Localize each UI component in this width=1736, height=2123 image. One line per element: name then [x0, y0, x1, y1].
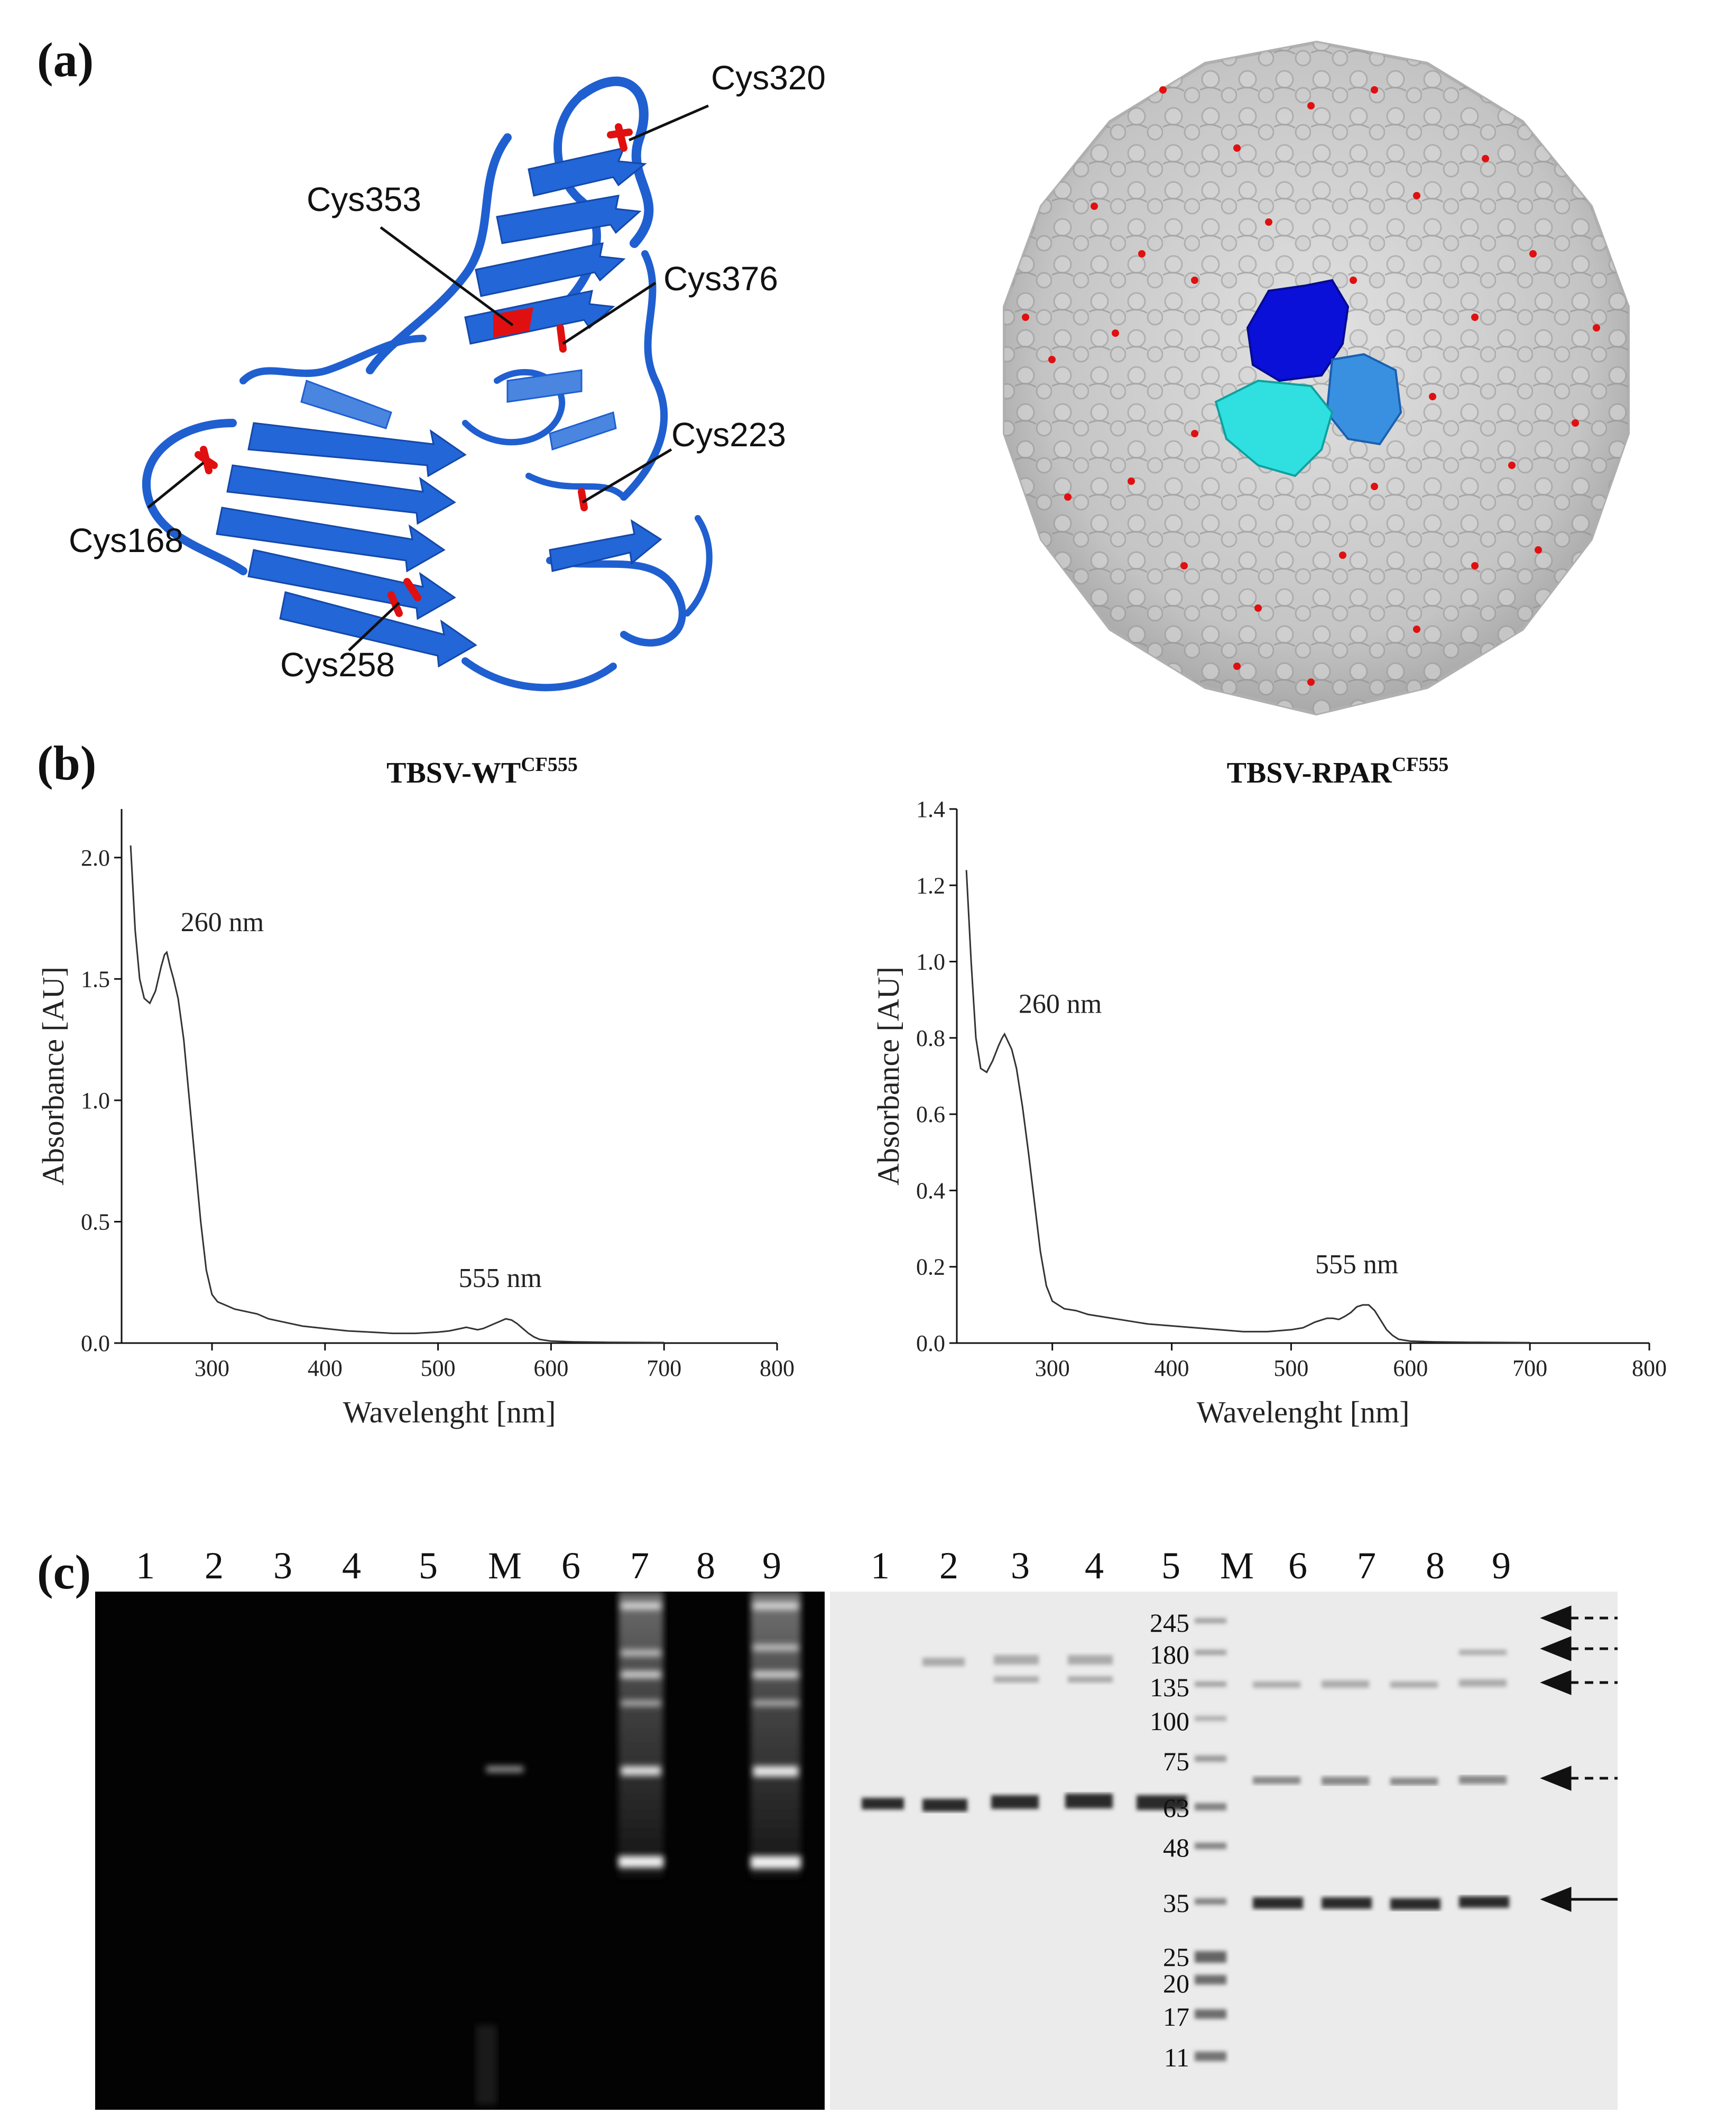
- x-tick-label: 800: [1632, 1355, 1667, 1381]
- right-lane-8: 8: [1426, 1545, 1445, 1587]
- right-lane-9: 9: [1492, 1545, 1511, 1587]
- y-tick-label: 1.2: [916, 872, 945, 898]
- panel-label-b: (b): [37, 736, 97, 790]
- left-lane-1: 1: [136, 1545, 155, 1587]
- panel-label-c: (c): [37, 1545, 91, 1599]
- chart-title: TBSV-RPARCF555: [1227, 753, 1449, 789]
- left-lane-6: 6: [561, 1545, 580, 1587]
- capsid-surface-model: [1003, 40, 1630, 716]
- panel-label-a: (a): [37, 33, 94, 87]
- y-tick-label: 2.0: [81, 845, 110, 871]
- x-axis-label: Wavelenght [nm]: [1197, 1395, 1410, 1429]
- x-tick-label: 500: [421, 1355, 456, 1381]
- annotation-260nm: 260 nm: [181, 907, 264, 938]
- fluorescence-gel-bands: [476, 1592, 801, 2104]
- cys168-label: Cys168: [69, 521, 183, 559]
- left-lane-4: 4: [342, 1545, 361, 1587]
- spectrum-line: [965, 870, 1530, 1344]
- x-tick-label: 400: [308, 1355, 343, 1381]
- left-lane-3: 3: [273, 1545, 292, 1587]
- left-lane-M: M: [487, 1545, 522, 1587]
- absorbance-chart-wt: 300 400 500 600 700 800 0.0 0.5 1.0 1.5 2.0 TBSV-WT…: [36, 753, 795, 1429]
- mw-20: 20: [1163, 1969, 1189, 1998]
- mw-35: 35: [1163, 1888, 1189, 1918]
- mw-75: 75: [1163, 1747, 1189, 1776]
- annotation-555nm: 555 nm: [1315, 1249, 1398, 1280]
- right-lane-6: 6: [1288, 1545, 1307, 1587]
- x-tick-label: 300: [195, 1355, 229, 1381]
- cys258-label: Cys258: [280, 646, 395, 684]
- mw-100: 100: [1150, 1706, 1189, 1736]
- y-tick-label: 0.6: [916, 1101, 945, 1127]
- cys223-label: Cys223: [671, 416, 786, 454]
- mw-245: 245: [1150, 1608, 1189, 1638]
- left-lane-5: 5: [419, 1545, 438, 1587]
- coomassie-gel: [830, 1592, 1665, 2110]
- y-axis-label: Absorbance [AU]: [871, 967, 906, 1185]
- x-axis-label: Wavelenght [nm]: [343, 1395, 556, 1429]
- right-lane-3: 3: [1011, 1545, 1030, 1587]
- right-lane-2: 2: [939, 1545, 958, 1587]
- right-lane-1: 1: [871, 1545, 890, 1587]
- y-tick-label: 1.0: [916, 949, 945, 975]
- mw-63: 63: [1163, 1793, 1189, 1823]
- x-tick-label: 400: [1155, 1355, 1189, 1381]
- spectrum-line: [130, 845, 664, 1344]
- y-tick-label: 0.5: [81, 1209, 110, 1235]
- right-lane-M: M: [1220, 1545, 1254, 1587]
- left-lane-9: 9: [762, 1545, 781, 1587]
- absorbance-chart-rpar: 300 400 500 600 700 800 0.0 0.2 0.4 0.6 0.8 1.0 1.2 1…: [871, 753, 1667, 1429]
- x-tick-label: 700: [1512, 1355, 1547, 1381]
- annotation-555nm: 555 nm: [458, 1263, 541, 1293]
- mw-25: 25: [1163, 1942, 1189, 1972]
- y-tick-label: 1.4: [916, 796, 945, 822]
- mw-17: 17: [1163, 2002, 1189, 2032]
- y-axis-label: Absorbance [AU]: [36, 967, 70, 1185]
- right-lane-5: 5: [1161, 1545, 1180, 1587]
- y-tick-label: 0.4: [916, 1178, 945, 1203]
- mw-11: 11: [1164, 2043, 1189, 2072]
- right-lane-7: 7: [1357, 1545, 1376, 1587]
- left-lane-7: 7: [630, 1545, 649, 1587]
- mw-135: 135: [1150, 1672, 1189, 1702]
- y-tick-label: 0.8: [916, 1025, 945, 1051]
- mw-48: 48: [1163, 1833, 1189, 1862]
- right-lane-4: 4: [1085, 1545, 1104, 1587]
- x-tick-label: 600: [533, 1355, 568, 1381]
- y-tick-label: 1.0: [81, 1088, 110, 1114]
- y-tick-label: 1.5: [81, 966, 110, 992]
- x-tick-label: 300: [1035, 1355, 1070, 1381]
- coomassie-gel-bands: [830, 1592, 1665, 2110]
- cys376-label: Cys376: [663, 260, 778, 298]
- protein-ribbon-structure: [142, 76, 713, 692]
- left-lane-2: 2: [205, 1545, 224, 1587]
- cys353-label: Cys353: [307, 180, 421, 218]
- y-tick-label: 0.0: [81, 1330, 110, 1356]
- annotation-260nm: 260 nm: [1019, 989, 1102, 1019]
- cys320-label: Cys320: [711, 59, 826, 97]
- x-tick-label: 700: [647, 1355, 681, 1381]
- x-tick-label: 800: [760, 1355, 795, 1381]
- mw-180: 180: [1150, 1640, 1189, 1669]
- fluorescence-gel: [95, 1592, 825, 2110]
- y-tick-label: 0.0: [916, 1330, 945, 1356]
- left-lane-8: 8: [696, 1545, 715, 1587]
- x-tick-label: 600: [1393, 1355, 1428, 1381]
- y-tick-label: 0.2: [916, 1254, 945, 1280]
- chart-title: TBSV-WTCF555: [386, 753, 578, 789]
- x-tick-label: 500: [1273, 1355, 1308, 1381]
